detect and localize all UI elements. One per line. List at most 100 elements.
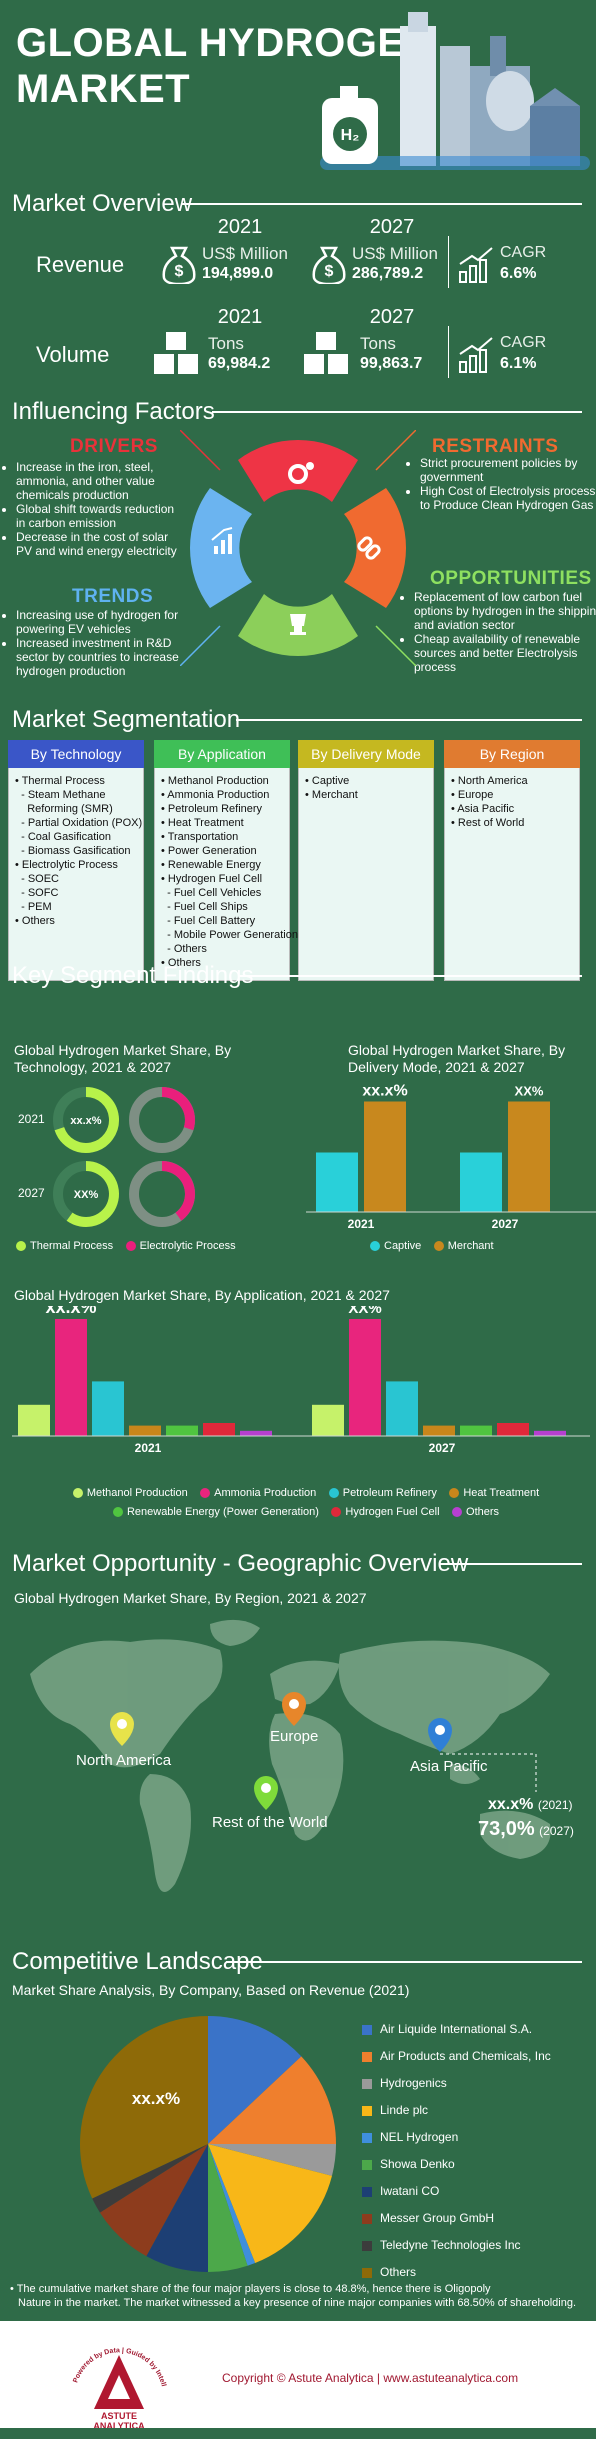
svg-text:H₂: H₂: [341, 127, 360, 144]
list-item: Global shift towards reduction in carbon…: [16, 502, 186, 530]
segment-body: • Methanol Production • Ammonia Productio…: [154, 768, 298, 981]
legend-swatch: [362, 2024, 372, 2035]
x-tick-label: 2027: [492, 1217, 519, 1231]
restraints-title: RESTRAINTS: [432, 436, 559, 457]
segment-item: - SOEC: [15, 873, 60, 885]
segment-item: - Others: [161, 943, 207, 955]
legend-swatch: [362, 2159, 372, 2170]
x-tick-label: 2021: [348, 1217, 375, 1231]
app-legend: Methanol Production Ammonia Production P…: [60, 1484, 560, 1522]
legend-label: Electrolytic Process: [139, 1240, 236, 1252]
segment-item: • Hydrogen Fuel Cell: [161, 873, 263, 885]
legend-swatch: [125, 1241, 136, 1251]
legend-label: Captive: [384, 1240, 422, 1252]
volume-year-2027: 2027: [369, 306, 415, 328]
segment-item: • Thermal Process: [15, 775, 105, 787]
list-item: Decrease in the cost of solar PV and win…: [16, 530, 186, 558]
captive-bar: [316, 1152, 358, 1212]
legend-item: NEL Hydrogen: [362, 2124, 551, 2151]
segment-item: • North America: [451, 775, 528, 787]
legend-item: Air Liquide International S.A.: [362, 2016, 551, 2043]
opportunities-list: Replacement of low carbon fuel options b…: [400, 590, 596, 674]
application-bar: [129, 1425, 161, 1436]
revenue-year-2027: 2027: [369, 216, 415, 238]
geo-subtitle: Global Hydrogen Market Share, By Region,…: [14, 1590, 367, 1606]
legend-label: Thermal Process: [30, 1240, 114, 1252]
legend-swatch: [362, 2132, 372, 2143]
segment-header: By Application: [154, 740, 290, 768]
divider: [236, 719, 582, 721]
segment-body: • North America • Europe • Asia Pacific • R…: [444, 768, 580, 981]
divider: [440, 1563, 582, 1565]
year: (2021): [537, 1798, 573, 1812]
footer: Powered by Data | Guided by Intelligence…: [0, 2321, 596, 2439]
list-item: High Cost of Electrolysis process to Pro…: [420, 484, 596, 512]
gears-icon: [288, 462, 314, 484]
tech-legend: Thermal Process Electrolytic Process: [16, 1238, 244, 1256]
segment-item: • Asia Pacific: [451, 803, 515, 815]
legend-swatch: [362, 2186, 372, 2197]
divider: [238, 975, 582, 977]
segment-item: - Biomass Gasification: [15, 845, 131, 857]
pie-slice: [208, 2144, 332, 2264]
segment-item: - Mobile Power Generation: [161, 929, 298, 941]
segment-item: • Electrolytic Process: [15, 859, 118, 871]
opportunities-title: OPPORTUNITIES: [430, 568, 592, 589]
legend-swatch: [370, 1241, 380, 1251]
pie-slice: [208, 2056, 336, 2144]
legend-swatch: [452, 1507, 463, 1517]
volume-year-2021: 2021: [217, 306, 263, 328]
pie-slice: [92, 2144, 208, 2213]
revenue-value-2027: 286,789.2: [352, 265, 424, 282]
company-pie-chart: xx.x%: [79, 2016, 336, 2272]
region-label-rest-of-world: Rest of the World: [212, 1814, 328, 1831]
legend-swatch: [328, 1488, 339, 1498]
pie-slice: [79, 2016, 208, 2199]
region-label-europe: Europe: [270, 1728, 319, 1745]
callout-line: [440, 1753, 537, 1792]
asia-share-2021: xx.x% (2021): [488, 1796, 573, 1814]
revenue-unit-2027: US$ Million: [352, 244, 438, 263]
region-label-north-america: North America: [76, 1752, 172, 1769]
legend-item: Air Products and Chemicals, Inc: [362, 2043, 551, 2070]
legend-label: Others: [380, 2265, 417, 2279]
factors-title: Influencing Factors: [12, 398, 215, 425]
competitive-note: • The cumulative market share of the fou…: [10, 2282, 590, 2310]
overview-title: Market Overview: [12, 190, 193, 217]
drivers-list: Increase in the iron, steel, ammonia, an…: [2, 460, 186, 558]
legend-item: Iwatani CO: [362, 2178, 551, 2205]
broken-link-icon: [357, 536, 381, 560]
legend-label: Others: [466, 1506, 500, 1518]
legend-swatch: [72, 1488, 83, 1498]
pie-data-label: xx.x%: [132, 2089, 180, 2108]
segment-item: - Steam Methane: [15, 789, 106, 801]
legend-item: Electrolytic Process: [125, 1240, 236, 1252]
svg-text:$: $: [325, 263, 334, 280]
application-bar: [423, 1425, 455, 1436]
legend-item: Renewable Energy (Power Generation): [112, 1503, 319, 1521]
segmentation-title: Market Segmentation: [12, 706, 241, 733]
segment-item: - Fuel Cell Ships: [161, 901, 248, 913]
pie-slice: [99, 2144, 208, 2257]
segment-item: - PEM: [15, 901, 52, 913]
bar-data-label: xx.x%: [45, 1306, 96, 1317]
company-legend: Air Liquide International S.A. Air Produc…: [362, 2016, 551, 2286]
segment-item: • Others: [161, 957, 201, 969]
competitive-title: Competitive Landscape: [12, 1948, 263, 1975]
application-bar: [460, 1425, 492, 1436]
legend-label: Showa Denko: [380, 2157, 455, 2171]
legend-swatch: [362, 2267, 372, 2278]
legend-swatch: [362, 2213, 372, 2224]
segment-item: - Coal Gasification: [15, 831, 111, 843]
volume-value-2027: 99,863.7: [360, 355, 423, 372]
factors-ring: [180, 430, 416, 666]
company-logo: Powered by Data | Guided by Intelligence…: [64, 2329, 167, 2431]
footer-bottom-bar: [0, 2428, 596, 2439]
list-item: Cheap availability of renewable sources …: [414, 632, 596, 674]
legend-label: Heat Treatment: [463, 1487, 540, 1499]
application-bar: [240, 1430, 272, 1436]
pie-slice: [208, 2144, 256, 2266]
segment-header: By Technology: [8, 740, 144, 768]
legend-label: Renewable Energy (Power Generation): [126, 1506, 319, 1518]
delivery-bar-chart: xx.x% 2021 XX% 2027: [306, 1083, 596, 1231]
